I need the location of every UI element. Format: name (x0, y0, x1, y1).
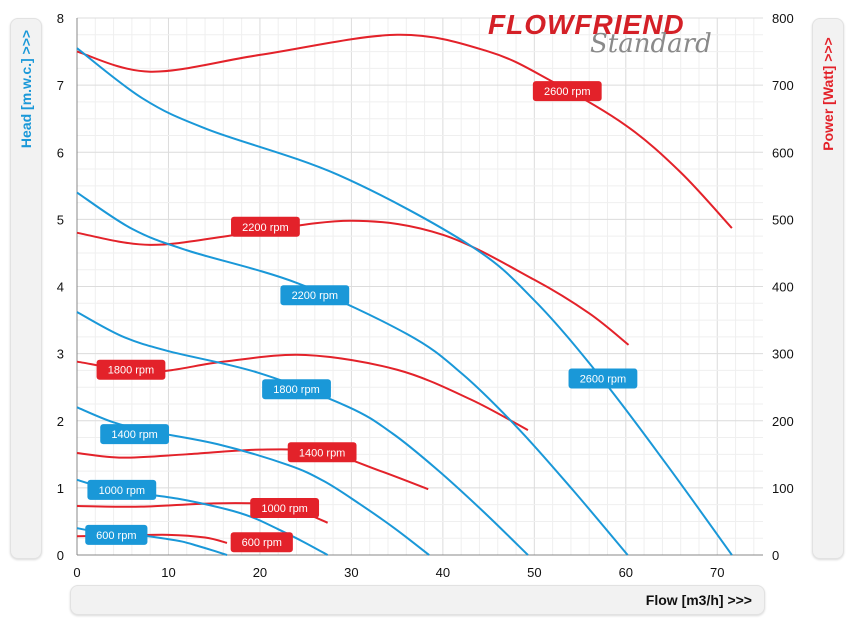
head-label-bg (568, 368, 638, 389)
head-label-bg (85, 524, 148, 545)
power-label-bg (287, 442, 357, 463)
series (76, 33, 733, 556)
flow-axis-panel: Flow [m3/h] >>> (70, 585, 765, 615)
y-tick-label: 3 (57, 347, 64, 362)
head-label: 1000 rpm (99, 485, 145, 497)
flow-axis-label: Flow [m3/h] >>> (645, 592, 752, 608)
y2-tick-label: 800 (772, 11, 794, 26)
x-tick-label: 20 (253, 565, 267, 580)
y2-tick-label: 700 (772, 78, 794, 93)
x-tick-label: 40 (436, 565, 450, 580)
grid (76, 17, 763, 556)
logo-sub: Standard (590, 29, 712, 59)
head-curve-2600-rpm (76, 47, 733, 556)
y-tick-label: 7 (57, 78, 64, 93)
head-label-bg (100, 424, 170, 445)
y2-tick-label: 400 (772, 280, 794, 295)
head-label: 2200 rpm (292, 290, 338, 302)
head-label: 1800 rpm (273, 384, 319, 396)
power-label: 1800 rpm (108, 365, 154, 377)
head-curve-2200-rpm (76, 191, 629, 556)
power-label-bg (96, 359, 166, 380)
y-tick-label: 8 (57, 11, 64, 26)
y-tick-label: 0 (57, 548, 64, 563)
y-tick-label: 5 (57, 212, 64, 227)
head-label: 1400 rpm (111, 429, 157, 441)
head-label-bg (87, 479, 157, 500)
x-tick-label: 0 (73, 565, 80, 580)
power-label-bg (231, 216, 300, 237)
power-curve-2200-rpm (76, 219, 630, 346)
power-label: 600 rpm (242, 537, 282, 549)
power-label-bg (250, 498, 320, 519)
y2-tick-label: 300 (772, 347, 794, 362)
chart-canvas: FLOWFRIEND Standard 0 10 20 30 40 50 60 7001234… (57, 9, 794, 580)
y2-tick-label: 0 (772, 548, 779, 563)
head-curve-1800-rpm (76, 311, 529, 556)
y-tick-label: 4 (57, 280, 64, 295)
y-tick-label: 2 (57, 414, 64, 429)
head-label: 600 rpm (96, 530, 136, 542)
power-label-bg (230, 532, 293, 553)
logo-main: FLOWFRIEND (488, 9, 685, 40)
x-tick-label: 30 (344, 565, 358, 580)
power-curve-2600-rpm (76, 33, 733, 229)
power-label-bg (532, 81, 602, 102)
series-labels: 2600 rpm 2200 rpm 1800 rpm 1400 rpm 1000 rpm… (85, 81, 638, 553)
x-tick-label: 10 (161, 565, 175, 580)
x-tick-label: 50 (527, 565, 541, 580)
y2-tick-label: 600 (772, 145, 794, 160)
power-label: 2200 rpm (242, 222, 288, 234)
axes: 0 10 20 30 40 50 60 700123456780100200300400500… (57, 11, 794, 580)
power-curve-1400-rpm (76, 448, 429, 491)
power-label: 2600 rpm (544, 86, 590, 98)
head-axis-panel: Head [m.w.c.] >>> (10, 18, 42, 559)
power-label: 1400 rpm (299, 447, 345, 459)
x-tick-label: 70 (710, 565, 724, 580)
power-axis-panel: Power [Watt] >>> (812, 18, 844, 559)
head-label-bg (262, 379, 331, 400)
y2-tick-label: 500 (772, 212, 794, 227)
y2-tick-label: 100 (772, 481, 794, 496)
y-tick-label: 1 (57, 481, 64, 496)
x-tick-label: 60 (619, 565, 633, 580)
head-label: 2600 rpm (580, 373, 626, 385)
head-label-bg (280, 285, 350, 306)
y-tick-label: 6 (57, 145, 64, 160)
power-label: 1000 rpm (261, 503, 307, 515)
y2-tick-label: 200 (772, 414, 794, 429)
flowfriend-logo: FLOWFRIEND Standard (488, 9, 712, 59)
